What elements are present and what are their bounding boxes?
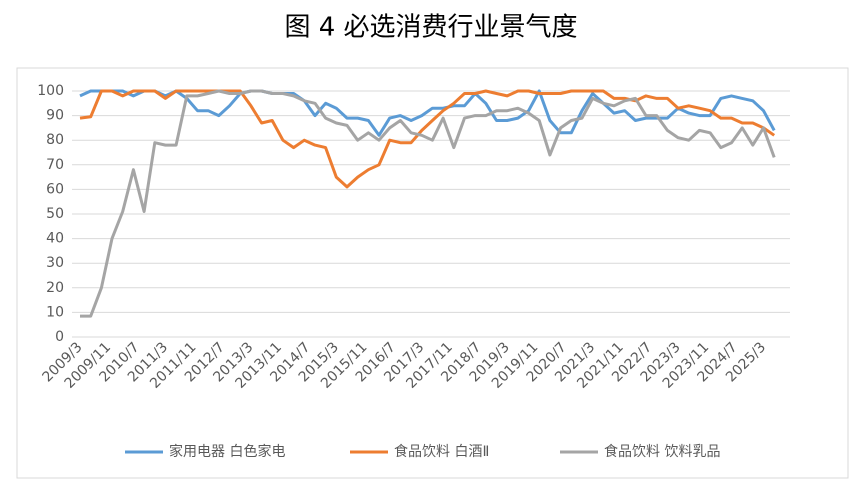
y-tick-label: 60 (46, 181, 64, 197)
legend-label: 食品饮料 白酒Ⅱ (394, 443, 489, 460)
y-tick-label: 40 (46, 231, 64, 247)
y-tick-label: 100 (37, 83, 64, 99)
series-line (79, 89, 776, 189)
y-tick-label: 20 (46, 280, 64, 296)
y-tick-label: 70 (46, 157, 64, 173)
chart-frame (16, 67, 849, 479)
y-tick-label: 0 (55, 329, 64, 345)
legend-label: 家用电器 白色家电 (169, 443, 285, 460)
chart-title: 图 4 必选消费行业景气度 (284, 13, 577, 43)
y-tick-label: 90 (46, 108, 64, 124)
y-tick-label: 80 (46, 132, 64, 148)
legend-label: 食品饮料 饮料乳品 (604, 443, 720, 460)
series-line (80, 89, 776, 318)
y-tick-label: 10 (46, 304, 64, 320)
y-tick-label: 30 (46, 255, 64, 271)
y-tick-label: 50 (46, 206, 64, 222)
